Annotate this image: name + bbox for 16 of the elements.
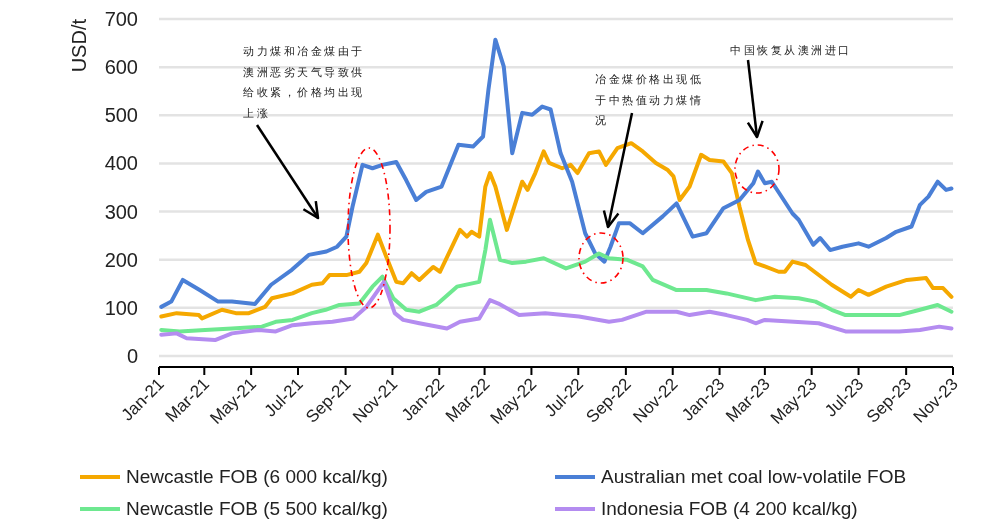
legend-label: Newcastle FOB (6 000 kcal/kg) bbox=[126, 466, 388, 487]
y-tick-label: 600 bbox=[104, 56, 138, 79]
legend-label: Newcastle FOB (5 500 kcal/kg) bbox=[126, 498, 388, 519]
y-tick-label: 500 bbox=[104, 104, 138, 127]
annotation: 中国恢复从澳洲进口 bbox=[730, 44, 852, 57]
y-tick-label: 300 bbox=[104, 200, 138, 223]
y-axis-title: USD/t bbox=[68, 18, 90, 73]
legend-label: Indonesia FOB (4 200 kcal/kg) bbox=[601, 498, 858, 519]
y-tick-label: 0 bbox=[126, 345, 138, 367]
y-tick-label: 200 bbox=[104, 248, 138, 271]
y-tick-label: 700 bbox=[104, 8, 138, 30]
annotation: 动力煤和冶金煤由于澳洲恶劣天气导致供给收紧，价格均出现上涨 bbox=[243, 45, 365, 120]
legend-label: Australian met coal low-volatile FOB bbox=[601, 466, 907, 487]
y-tick-label: 100 bbox=[104, 296, 138, 319]
annotation: 冶金煤价格出现低于中热值动力煤情况 bbox=[595, 73, 703, 128]
y-tick-label: 400 bbox=[104, 152, 138, 175]
